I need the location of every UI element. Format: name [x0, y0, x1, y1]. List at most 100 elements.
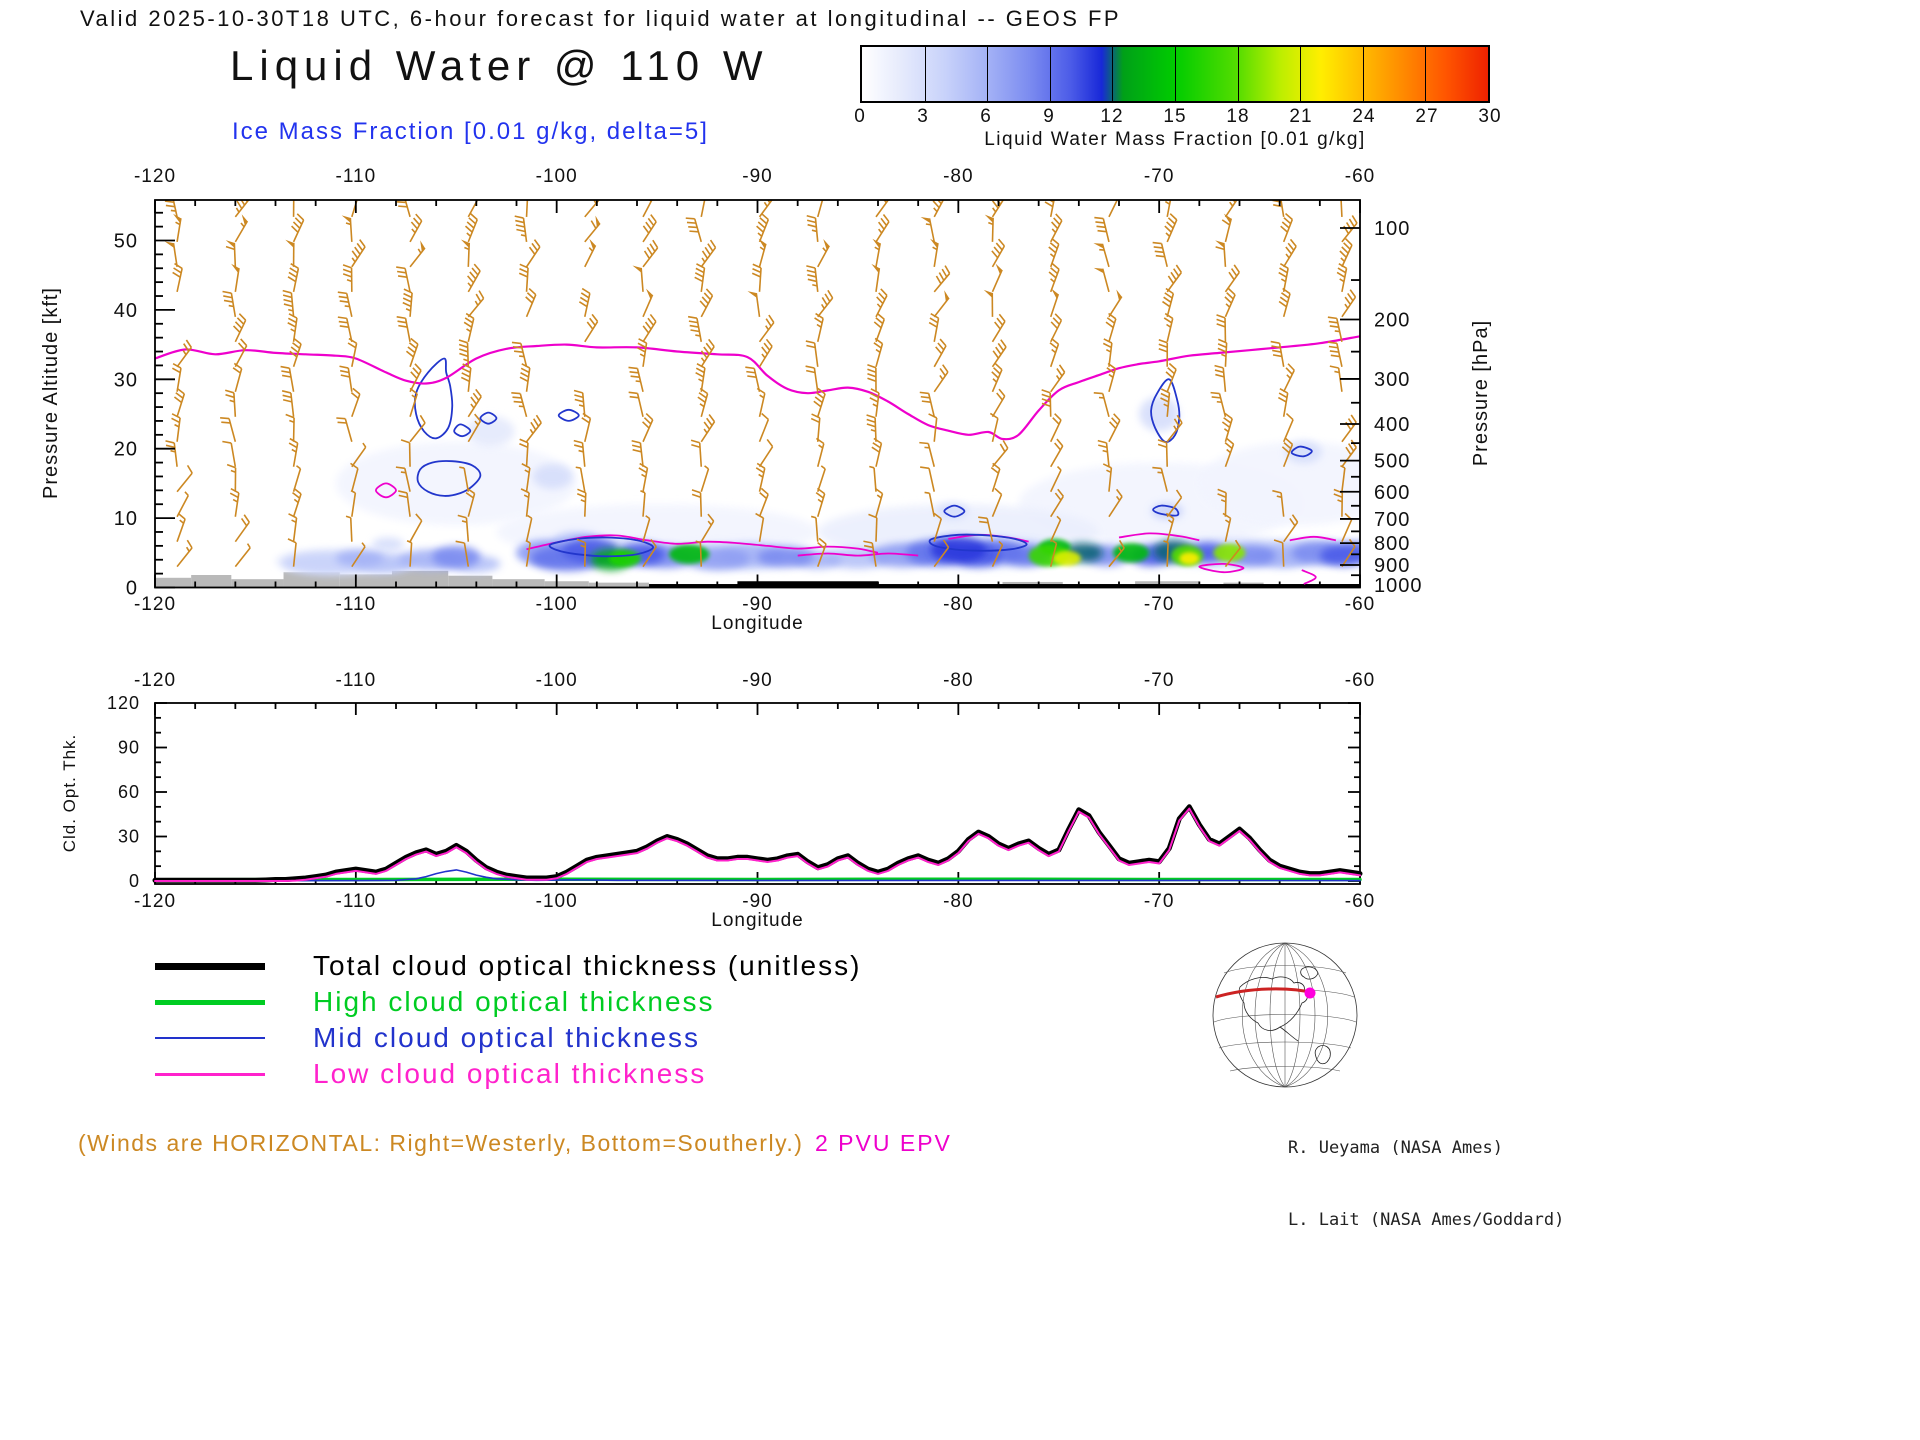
colorbar-divider [1237, 47, 1239, 101]
svg-text:200: 200 [1374, 310, 1410, 332]
svg-text:-110: -110 [336, 166, 377, 187]
map-continent-greenland [1300, 966, 1319, 980]
svg-text:-100: -100 [536, 166, 578, 187]
map-continent-north-america [1238, 976, 1308, 1031]
svg-text:30: 30 [118, 827, 140, 847]
svg-text:-120: -120 [134, 166, 176, 187]
svg-text:-90: -90 [742, 670, 772, 691]
legend-item-low: Low cloud optical thickness [155, 1056, 861, 1092]
svg-text:-90: -90 [742, 594, 772, 615]
colorbar: 0 3 6 9 12 15 18 21 24 27 30 Liquid Water Mass Fra… [854, 45, 1501, 151]
svg-text:900: 900 [1374, 555, 1410, 577]
svg-text:-80: -80 [943, 594, 973, 615]
svg-text:-80: -80 [943, 670, 973, 691]
svg-text:-60: -60 [1345, 594, 1375, 615]
svg-text:-80: -80 [943, 166, 973, 187]
svg-text:800: 800 [1374, 533, 1410, 555]
svg-text:40: 40 [114, 300, 138, 322]
colorbar-tick-label: 9 [1043, 106, 1055, 127]
legend-item-mid: Mid cloud optical thickness [155, 1020, 861, 1056]
svg-text:Pressure Altitude [kft]: Pressure Altitude [kft] [40, 287, 62, 499]
svg-text:-90: -90 [742, 891, 772, 912]
svg-text:10: 10 [114, 508, 138, 530]
svg-text:0: 0 [126, 578, 138, 600]
svg-text:50: 50 [114, 231, 138, 253]
svg-text:-60: -60 [1345, 670, 1375, 691]
colorbar-gradient [860, 45, 1490, 103]
svg-text:-100: -100 [536, 594, 578, 615]
svg-text:-80: -80 [943, 891, 973, 912]
svg-text:Longitude: Longitude [711, 910, 803, 931]
colorbar-divider [1362, 47, 1364, 101]
map-location-dot [1304, 987, 1316, 999]
colorbar-tick-label: 6 [980, 106, 992, 127]
colorbar-divider [924, 47, 926, 101]
legend: Total cloud optical thickness (unitless)… [155, 948, 861, 1092]
colorbar-tick-label: 12 [1100, 106, 1124, 127]
colorbar-divider [1175, 47, 1176, 101]
svg-text:-60: -60 [1345, 891, 1375, 912]
svg-text:-100: -100 [536, 670, 578, 691]
svg-text:1000: 1000 [1374, 575, 1423, 597]
svg-text:120: 120 [107, 693, 140, 713]
svg-text:500: 500 [1374, 451, 1410, 473]
credit-line-2: L. Lait (NASA Ames/Goddard) [1288, 1210, 1565, 1230]
map-continent-south [1279, 1026, 1331, 1065]
colorbar-tick-label: 21 [1289, 106, 1313, 127]
svg-text:-70: -70 [1144, 166, 1174, 187]
colorbar-label: Liquid Water Mass Fraction [0.01 g/kg] [984, 129, 1366, 150]
colorbar-tick-label: 15 [1163, 106, 1187, 127]
colorbar-divider [1049, 47, 1051, 101]
svg-text:-120: -120 [134, 594, 176, 615]
svg-text:-100: -100 [536, 891, 578, 912]
credit-line-1: R. Ueyama (NASA Ames) [1288, 1138, 1503, 1158]
svg-text:700: 700 [1374, 509, 1410, 531]
legend-label-high: High cloud optical thickness [313, 986, 715, 1017]
svg-text:Pressure [hPa]: Pressure [hPa] [1470, 320, 1492, 466]
svg-text:300: 300 [1374, 369, 1410, 391]
colorbar-divider [1300, 47, 1302, 101]
legend-item-high: High cloud optical thickness [155, 984, 861, 1020]
legend-swatch-mid [155, 1037, 265, 1039]
svg-text:-70: -70 [1144, 594, 1174, 615]
colorbar-divider [987, 47, 989, 101]
svg-text:-120: -120 [134, 891, 176, 912]
svg-text:600: 600 [1374, 482, 1410, 504]
colorbar-tick-label: 27 [1415, 106, 1439, 127]
svg-text:-110: -110 [336, 594, 377, 615]
map-inset-globe [1212, 942, 1358, 1088]
svg-text:90: 90 [118, 738, 140, 758]
legend-label-mid: Mid cloud optical thickness [313, 1022, 701, 1053]
colorbar-tick-label: 3 [917, 106, 929, 127]
svg-text:Cld. Opt. Thk.: Cld. Opt. Thk. [60, 734, 79, 853]
legend-swatch-high [155, 999, 265, 1005]
svg-text:0: 0 [129, 871, 140, 891]
svg-text:400: 400 [1374, 414, 1410, 436]
svg-text:-70: -70 [1144, 891, 1174, 912]
credits: R. Ueyama (NASA Ames) L. Lait (NASA Ames… [1288, 1088, 1564, 1280]
svg-text:60: 60 [118, 782, 140, 802]
colorbar-tick-label: 30 [1478, 106, 1502, 127]
legend-label-low: Low cloud optical thickness [313, 1058, 707, 1089]
legend-label-total: Total cloud optical thickness (unitless) [313, 950, 862, 981]
svg-text:30: 30 [114, 369, 138, 391]
svg-text:-110: -110 [336, 670, 377, 691]
valid-timestamp: Valid 2025-10-30T18 UTC, 6-hour forecast… [80, 6, 1122, 31]
svg-text:-110: -110 [336, 891, 377, 912]
svg-text:-70: -70 [1144, 670, 1174, 691]
svg-text:Longitude: Longitude [711, 613, 803, 634]
colorbar-ticks: 0 3 6 9 12 15 18 21 24 27 30 [854, 106, 1500, 128]
colorbar-tick-label: 24 [1352, 106, 1376, 127]
colorbar-tick-label: 18 [1226, 106, 1250, 127]
ice-mass-fraction-label: Ice Mass Fraction [0.01 g/kg, delta=5] [232, 118, 709, 145]
svg-text:-90: -90 [742, 166, 772, 187]
colorbar-tick-label: 0 [854, 106, 866, 127]
epv-annotation: 2 PVU EPV [815, 1130, 952, 1156]
svg-text:20: 20 [114, 439, 138, 461]
legend-swatch-low [155, 1072, 265, 1076]
colorbar-divider [1425, 47, 1427, 101]
colorbar-divider [1112, 47, 1114, 101]
legend-item-total: Total cloud optical thickness (unitless) [155, 948, 861, 984]
